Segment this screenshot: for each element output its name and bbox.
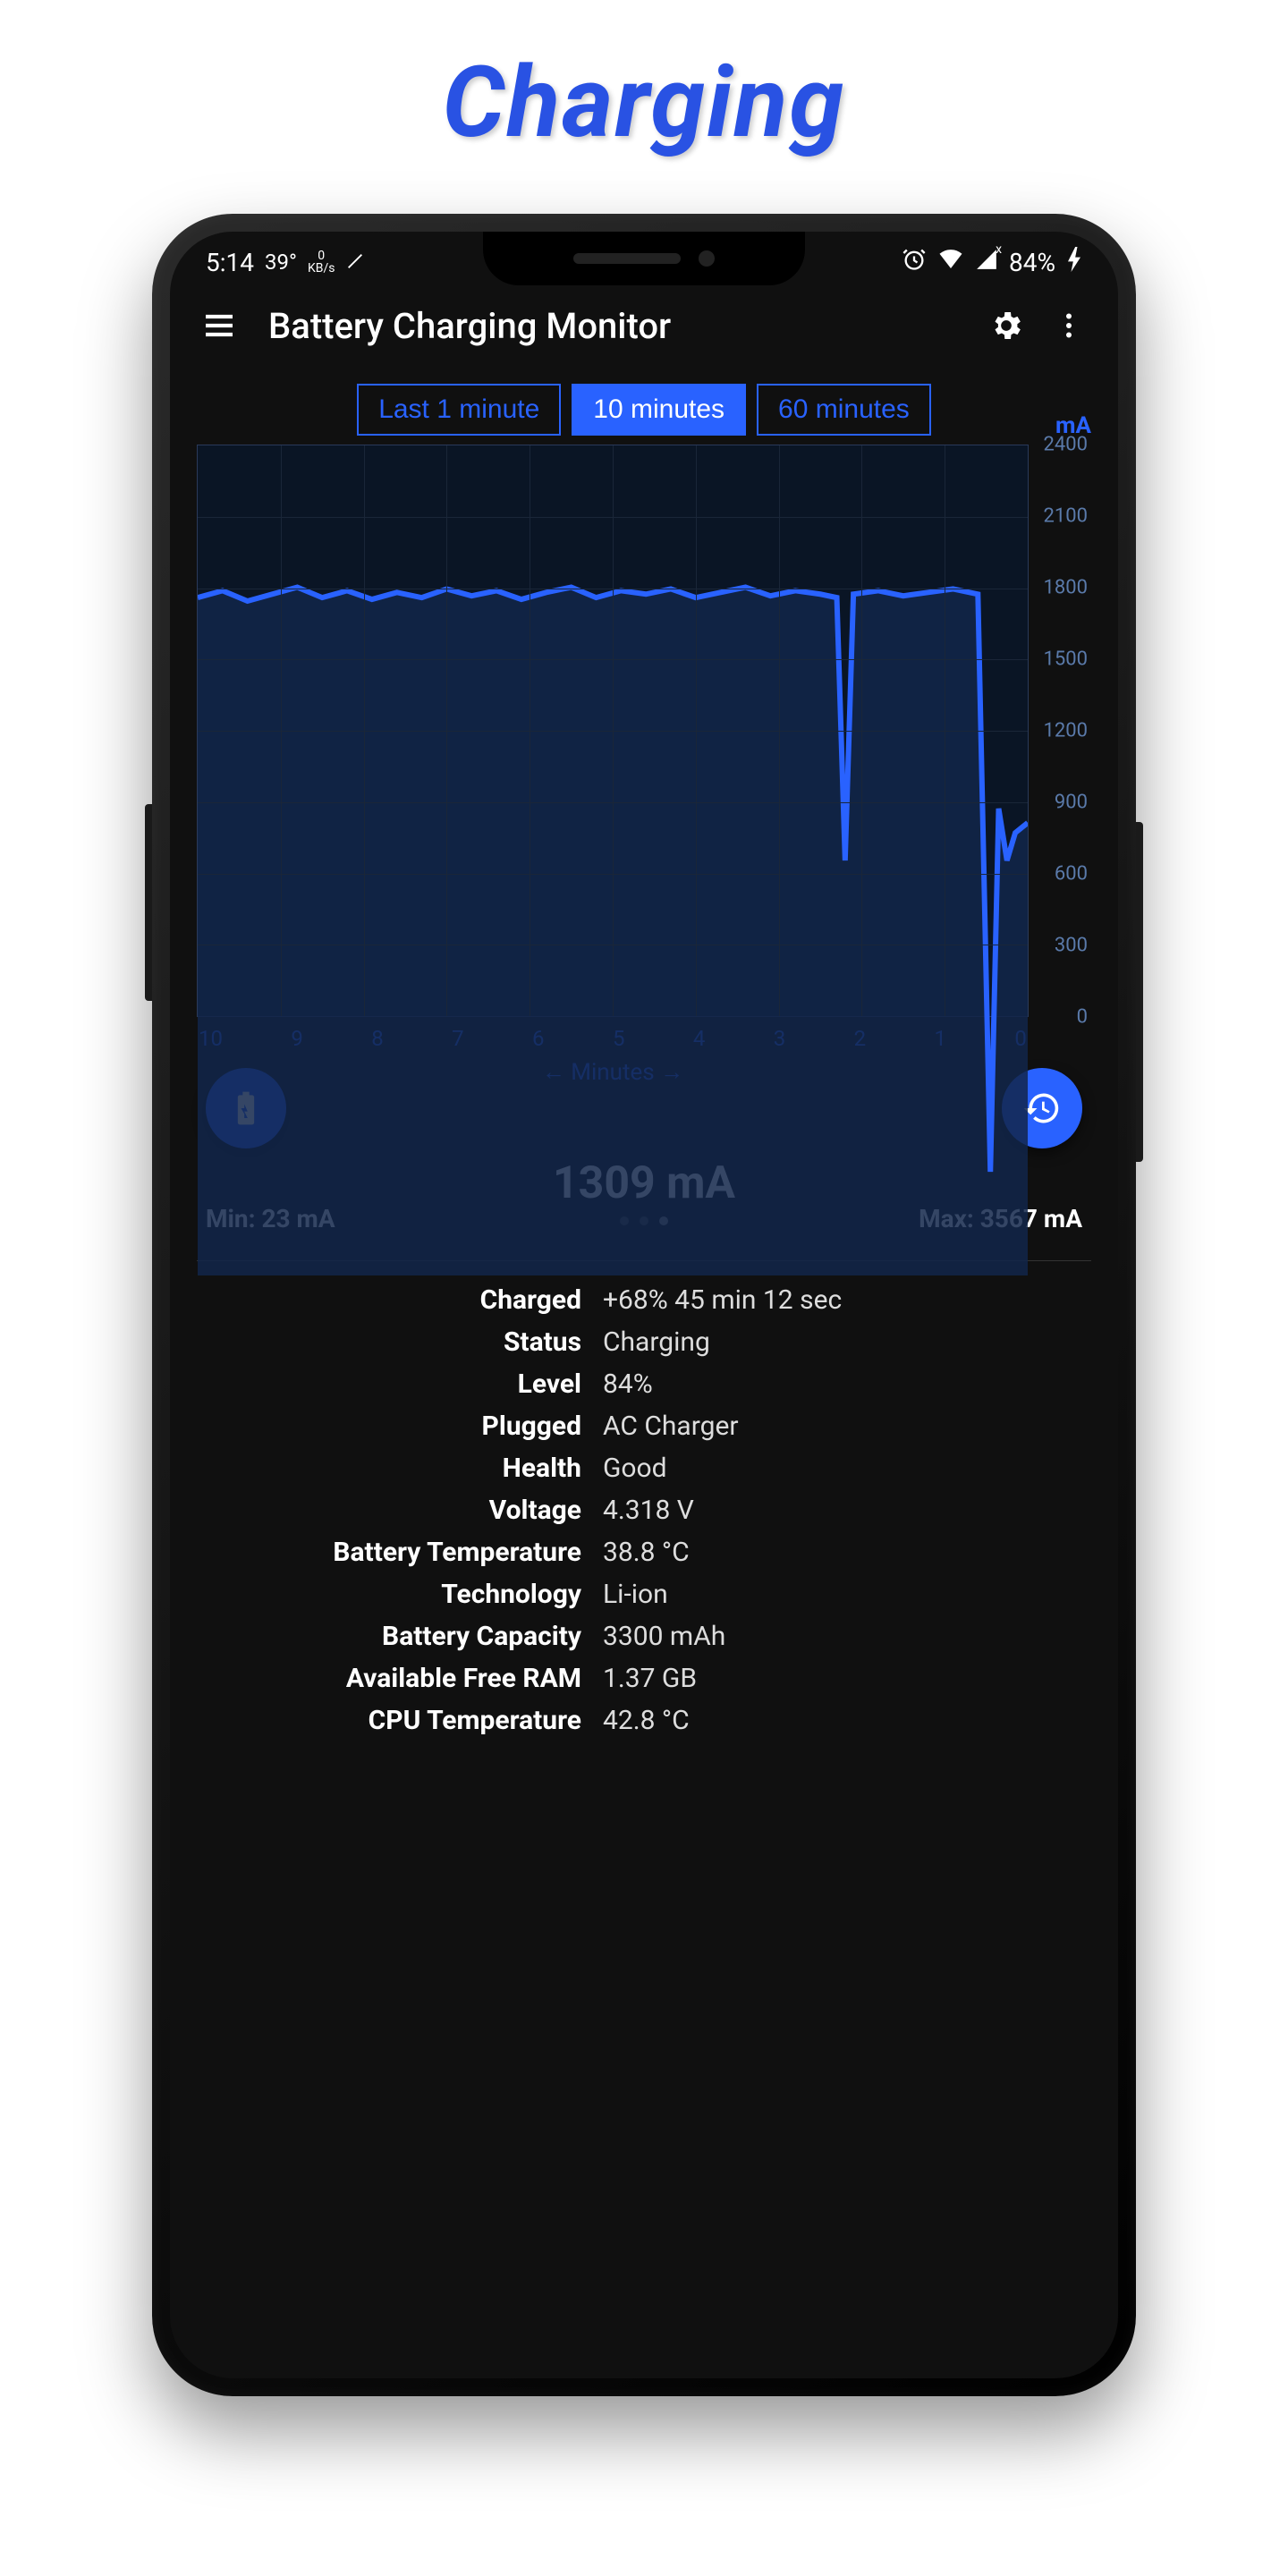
stat-label: Charged (206, 1284, 581, 1316)
y-tick-label: 1500 (1044, 648, 1088, 671)
time-range-tabs: Last 1 minute10 minutes60 minutes (170, 384, 1118, 436)
stat-value: 4.318 V (603, 1495, 1082, 1526)
y-tick-label: 0 (1077, 1006, 1088, 1029)
stat-label: CPU Temperature (206, 1705, 581, 1736)
app-title: Battery Charging Monitor (268, 305, 671, 347)
y-tick-label: 300 (1055, 935, 1088, 957)
y-tick-label: 1800 (1044, 577, 1088, 599)
status-netspeed: 0 KB/s (308, 250, 335, 275)
stat-label: Technology (206, 1579, 581, 1610)
cell-signal-icon: x (975, 248, 998, 277)
stat-label: Status (206, 1326, 581, 1358)
stats-list: Charged +68% 45 min 12 sec Status Charging L… (170, 1279, 1118, 1741)
stat-row: Plugged AC Charger (206, 1405, 1082, 1447)
y-tick-label: 2400 (1044, 434, 1088, 456)
app-bar: Battery Charging Monitor (170, 285, 1118, 357)
phone-screen: 5:14 39° 0 KB/s x (170, 232, 1118, 2378)
phone-frame: 5:14 39° 0 KB/s x (152, 214, 1136, 2396)
status-time: 5:14 (206, 248, 254, 277)
tab-60-minutes[interactable]: 60 minutes (757, 384, 931, 436)
volume-button (145, 804, 152, 1001)
tab-last-1-minute[interactable]: Last 1 minute (357, 384, 561, 436)
y-tick-label: 1200 (1044, 720, 1088, 742)
stat-row: Status Charging (206, 1321, 1082, 1363)
stat-row: Battery Capacity 3300 mAh (206, 1615, 1082, 1657)
settings-icon[interactable] (984, 303, 1029, 348)
chart-area: mA 240021001800150012009006003000 109876… (170, 445, 1118, 1086)
overflow-menu-icon[interactable] (1046, 303, 1091, 348)
stat-value: Li-ion (603, 1579, 1082, 1610)
status-battery-pct: 84% (1009, 248, 1055, 277)
y-tick-label: 600 (1055, 863, 1088, 886)
stat-value: 38.8 °C (603, 1537, 1082, 1568)
stat-value: AC Charger (603, 1411, 1082, 1442)
wifi-icon (937, 246, 964, 279)
stat-value: Good (603, 1453, 1082, 1484)
stat-row: Health Good (206, 1447, 1082, 1489)
stat-row: Level 84% (206, 1363, 1082, 1405)
signal-slash-icon (345, 248, 365, 277)
power-button (1136, 822, 1143, 1162)
stat-value: 1.37 GB (603, 1663, 1082, 1694)
stat-label: Battery Capacity (206, 1621, 581, 1652)
stat-label: Level (206, 1368, 581, 1400)
stat-row: CPU Temperature 42.8 °C (206, 1699, 1082, 1741)
stat-row: Technology Li-ion (206, 1573, 1082, 1615)
chart-plot[interactable] (197, 445, 1029, 1017)
y-tick-label: 2100 (1044, 505, 1088, 528)
stat-value: 3300 mAh (603, 1621, 1082, 1652)
alarm-icon (902, 247, 927, 278)
stat-label: Plugged (206, 1411, 581, 1442)
charging-bolt-icon (1066, 247, 1082, 278)
stat-value: 84% (603, 1368, 1082, 1400)
stat-row: Battery Temperature 38.8 °C (206, 1531, 1082, 1573)
stat-row: Voltage 4.318 V (206, 1489, 1082, 1531)
stat-value: 42.8 °C (603, 1705, 1082, 1736)
menu-icon[interactable] (197, 303, 242, 348)
stat-value: +68% 45 min 12 sec (603, 1284, 1082, 1316)
stat-row: Available Free RAM 1.37 GB (206, 1657, 1082, 1699)
y-tick-label: 900 (1055, 792, 1088, 814)
stat-row: Charged +68% 45 min 12 sec (206, 1279, 1082, 1321)
notch (483, 232, 805, 285)
tab-10-minutes[interactable]: 10 minutes (572, 384, 746, 436)
stat-label: Battery Temperature (206, 1537, 581, 1568)
status-temp: 39° (265, 250, 297, 275)
stat-label: Available Free RAM (206, 1663, 581, 1694)
stat-label: Health (206, 1453, 581, 1484)
chart-y-axis: 240021001800150012009006003000 (1029, 445, 1091, 1017)
page-heading: Charging (0, 0, 1288, 160)
stat-label: Voltage (206, 1495, 581, 1526)
stat-value: Charging (603, 1326, 1082, 1358)
